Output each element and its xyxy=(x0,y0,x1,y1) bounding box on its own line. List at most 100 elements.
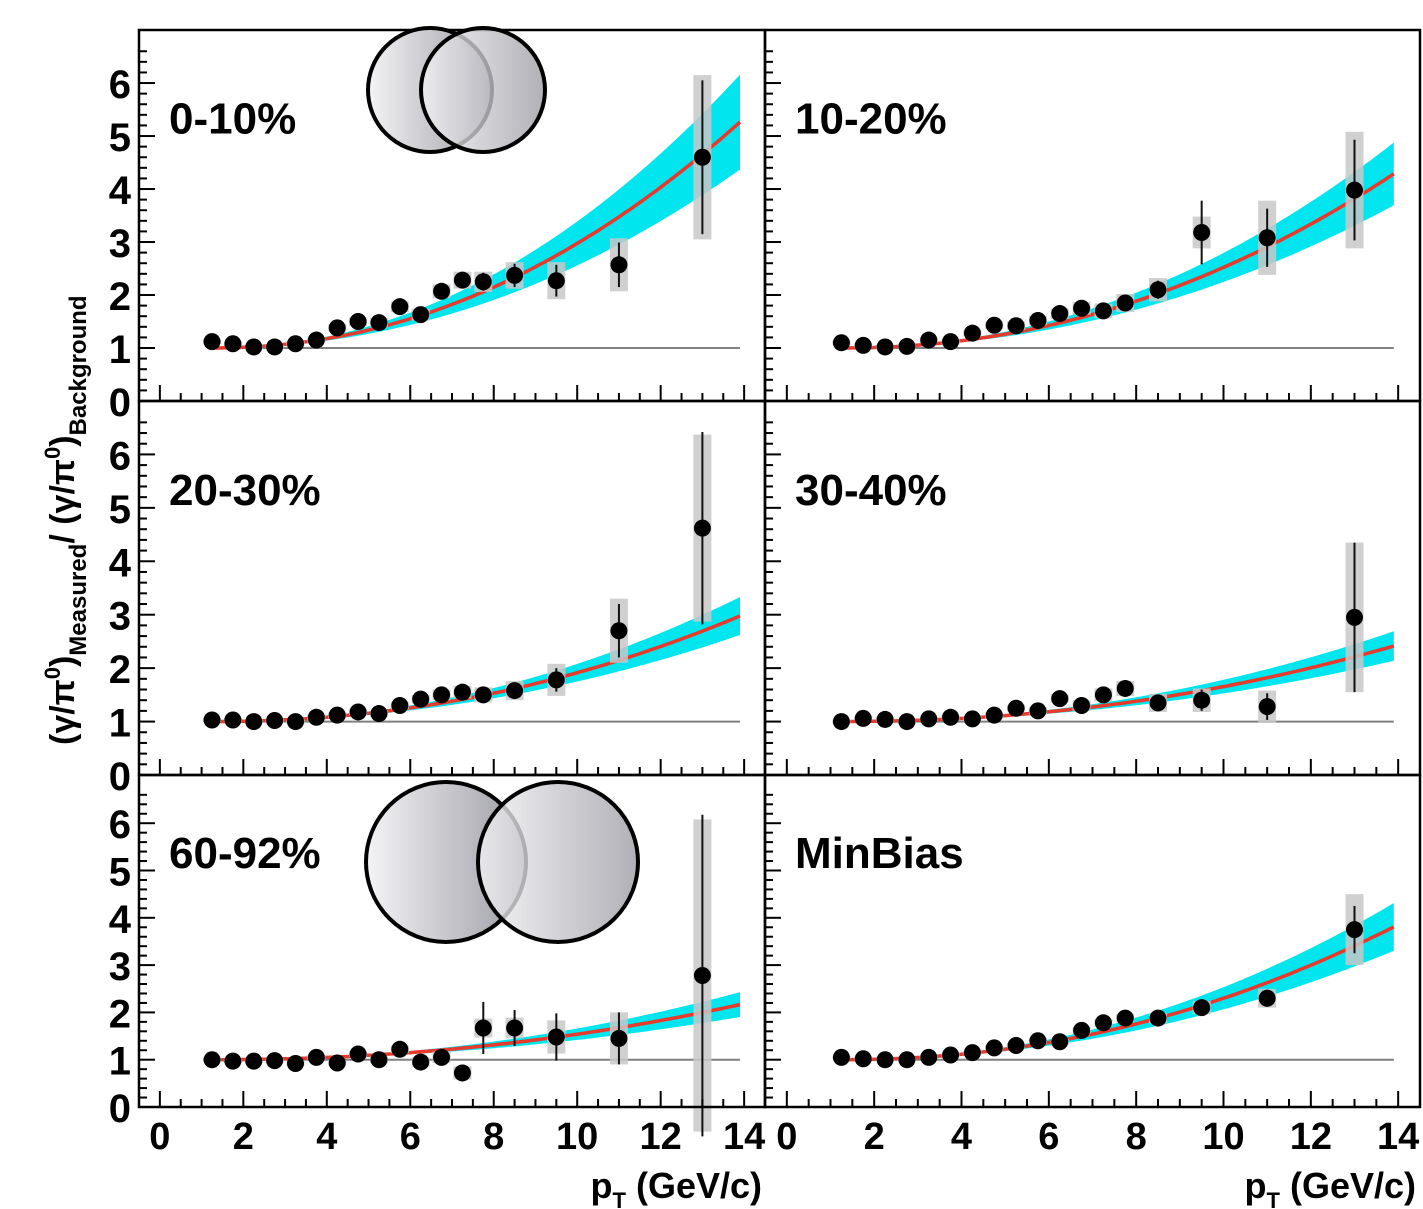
data-point xyxy=(920,710,938,728)
data-point xyxy=(328,706,346,724)
data-point xyxy=(391,697,409,715)
data-point xyxy=(433,686,451,704)
data-point xyxy=(1149,694,1167,712)
y-tick-label: 1 xyxy=(109,702,131,746)
data-point xyxy=(547,1028,565,1046)
panel-6: MinBias xyxy=(763,773,1422,1109)
data-point xyxy=(1346,921,1363,939)
panel-label: 0-10% xyxy=(169,94,296,143)
y-tick-label: 4 xyxy=(109,169,132,213)
data-point xyxy=(1116,294,1134,312)
panel-5: 60-92% xyxy=(137,773,767,1137)
data-point xyxy=(876,1051,894,1069)
data-point xyxy=(391,1040,409,1058)
data-point xyxy=(985,316,1003,334)
data-point xyxy=(920,331,938,349)
y-tick-label: 3 xyxy=(109,945,131,989)
data-point xyxy=(412,1053,430,1071)
data-point xyxy=(942,708,960,726)
fit-curve xyxy=(839,172,1395,350)
data-point xyxy=(506,1019,524,1037)
panel-3: 20-30% xyxy=(137,399,767,777)
data-point xyxy=(693,148,711,166)
y-tick-label: 4 xyxy=(109,541,132,585)
data-point xyxy=(266,338,284,356)
data-point xyxy=(985,706,1003,724)
central-collision-icon xyxy=(366,26,547,154)
data-point xyxy=(370,705,388,723)
data-point xyxy=(876,338,894,356)
x-tick-label: 6 xyxy=(400,1116,421,1158)
data-point xyxy=(245,338,263,356)
x-tick-label: 8 xyxy=(1126,1116,1147,1158)
data-point xyxy=(506,266,524,284)
x-tick-label: 6 xyxy=(1038,1116,1059,1158)
data-point xyxy=(245,713,263,731)
data-point xyxy=(854,709,872,727)
collision-icons-layer xyxy=(364,26,640,944)
data-point xyxy=(832,713,850,731)
data-point xyxy=(963,710,981,728)
data-point xyxy=(266,712,284,730)
data-point xyxy=(287,335,304,353)
data-point xyxy=(287,1054,304,1072)
data-point xyxy=(693,967,711,985)
y-tick-label: 2 xyxy=(109,992,131,1036)
data-point xyxy=(474,273,492,291)
data-point xyxy=(547,671,565,689)
data-point xyxy=(1007,699,1025,717)
y-tick-label: 0 xyxy=(109,1087,131,1131)
data-point xyxy=(1094,1014,1112,1032)
y-tick-label: 3 xyxy=(109,222,131,266)
x-tick-label: 0 xyxy=(776,1116,797,1158)
data-point xyxy=(1258,229,1276,247)
data-point xyxy=(963,324,981,342)
data-point xyxy=(610,1029,628,1047)
x-tick-label: 14 xyxy=(723,1116,765,1158)
data-point xyxy=(412,306,430,324)
panel-label: 20-30% xyxy=(169,466,321,515)
data-point xyxy=(832,1048,850,1066)
data-point xyxy=(370,1051,388,1069)
data-point xyxy=(224,1052,242,1070)
data-point xyxy=(1073,697,1091,715)
data-point xyxy=(349,703,367,721)
data-point xyxy=(1094,302,1112,320)
x-tick-label: 14 xyxy=(1377,1116,1419,1158)
data-point xyxy=(942,1046,960,1064)
data-point xyxy=(985,1039,1003,1057)
y-tick-label: 2 xyxy=(109,648,131,692)
y-tick-label: 5 xyxy=(109,488,131,532)
x-tick-label: 12 xyxy=(1290,1116,1332,1158)
data-point xyxy=(412,690,430,708)
data-point xyxy=(876,710,894,728)
data-point xyxy=(1029,1032,1047,1050)
data-point xyxy=(1051,305,1069,323)
panel-1: 0-10% xyxy=(137,28,767,403)
data-point xyxy=(1073,1021,1091,1039)
data-point xyxy=(245,1052,263,1070)
data-point xyxy=(1116,679,1134,697)
y-tick-label: 6 xyxy=(109,63,131,107)
data-point xyxy=(433,282,451,300)
data-point xyxy=(203,711,221,729)
data-point xyxy=(693,519,711,537)
data-point xyxy=(1193,691,1211,709)
x-tick-label: 0 xyxy=(149,1116,170,1158)
panel-2: 10-20% xyxy=(763,28,1422,403)
y-tick-label: 1 xyxy=(109,1040,131,1084)
data-point xyxy=(203,333,221,351)
y-tick-label: 6 xyxy=(109,434,131,478)
panel-label: MinBias xyxy=(795,829,964,878)
fit-curve xyxy=(839,925,1395,1062)
data-point xyxy=(433,1048,451,1066)
data-point xyxy=(349,313,367,331)
data-point xyxy=(1007,317,1025,335)
data-point xyxy=(920,1048,938,1066)
x-tick-label: 4 xyxy=(951,1116,972,1158)
panel-label: 60-92% xyxy=(169,829,321,878)
y-tick-label: 0 xyxy=(109,755,131,799)
data-point xyxy=(1073,299,1091,317)
y-tick-label: 5 xyxy=(109,116,131,160)
